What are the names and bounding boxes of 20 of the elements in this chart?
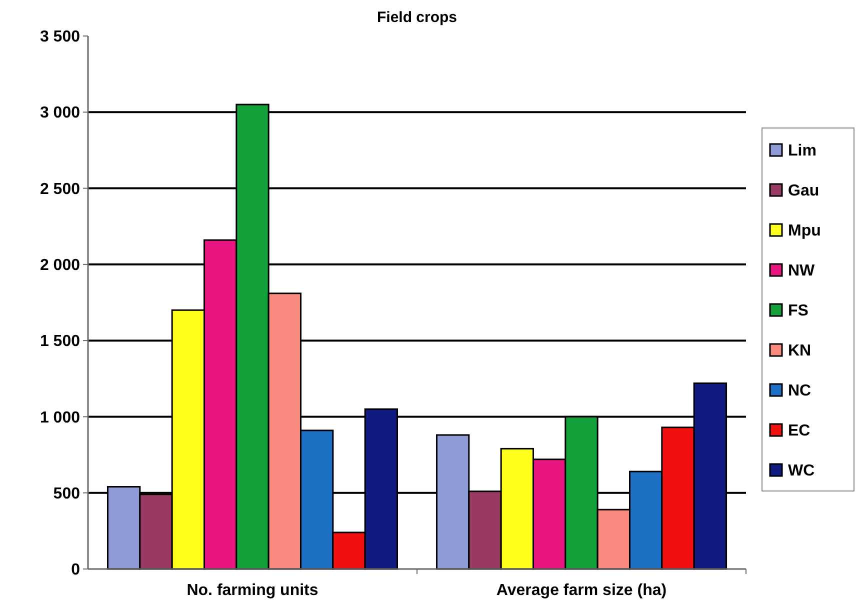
legend-label: NC xyxy=(788,382,812,400)
legend-label: NW xyxy=(788,262,816,280)
legend-label: Gau xyxy=(788,182,820,200)
y-tick-label: 2 000 xyxy=(40,257,80,274)
legend-label: EC xyxy=(788,422,811,440)
legend-label: WC xyxy=(788,462,816,480)
y-tick-label: 1 500 xyxy=(40,333,80,350)
y-tick-label: 3 500 xyxy=(40,28,80,46)
legend-label: FS xyxy=(788,302,809,320)
chart-title: Field crops xyxy=(376,9,458,26)
x-tick-label: Average farm size (ha) xyxy=(496,582,667,599)
y-tick-label: 0 xyxy=(71,562,80,579)
y-tick-label: 500 xyxy=(53,485,80,502)
x-tick-label: No. farming units xyxy=(186,582,318,599)
y-tick-label: 3 000 xyxy=(40,104,80,122)
legend-label: Mpu xyxy=(788,222,821,240)
legend-label: KN xyxy=(788,342,812,360)
y-tick-label: 2 500 xyxy=(40,180,80,198)
legend-label: Lim xyxy=(788,142,816,160)
y-tick-label: 1 000 xyxy=(40,409,80,426)
